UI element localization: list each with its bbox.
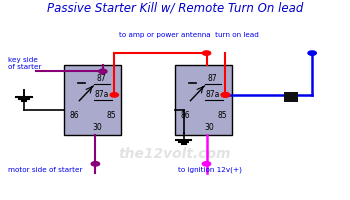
Text: 86: 86 — [181, 111, 190, 120]
Circle shape — [110, 93, 118, 97]
Text: 85: 85 — [217, 111, 227, 120]
Text: the12volt.com: the12volt.com — [119, 147, 231, 161]
Text: to amp or power antenna  turn on lead: to amp or power antenna turn on lead — [119, 32, 259, 38]
Text: 85: 85 — [106, 111, 116, 120]
Bar — [64, 65, 121, 135]
Text: 87a: 87a — [94, 90, 108, 99]
Circle shape — [99, 69, 107, 74]
Text: 87: 87 — [96, 74, 106, 83]
Circle shape — [91, 162, 99, 166]
Text: 30: 30 — [204, 123, 214, 132]
Bar — [175, 65, 232, 135]
Text: motor side of starter: motor side of starter — [8, 167, 83, 173]
Text: to ignition 12v(+): to ignition 12v(+) — [178, 167, 242, 173]
Text: 30: 30 — [93, 123, 103, 132]
Circle shape — [202, 162, 211, 166]
Text: 86: 86 — [69, 111, 79, 120]
Bar — [284, 92, 298, 102]
Circle shape — [308, 51, 316, 55]
Title: Passive Starter Kill w/ Remote Turn On lead: Passive Starter Kill w/ Remote Turn On l… — [47, 1, 303, 14]
Text: key side
of starter: key side of starter — [8, 57, 42, 70]
Text: 87a: 87a — [205, 90, 219, 99]
Circle shape — [221, 93, 230, 97]
Circle shape — [202, 51, 211, 55]
Circle shape — [221, 93, 230, 97]
Text: 87: 87 — [208, 74, 217, 83]
